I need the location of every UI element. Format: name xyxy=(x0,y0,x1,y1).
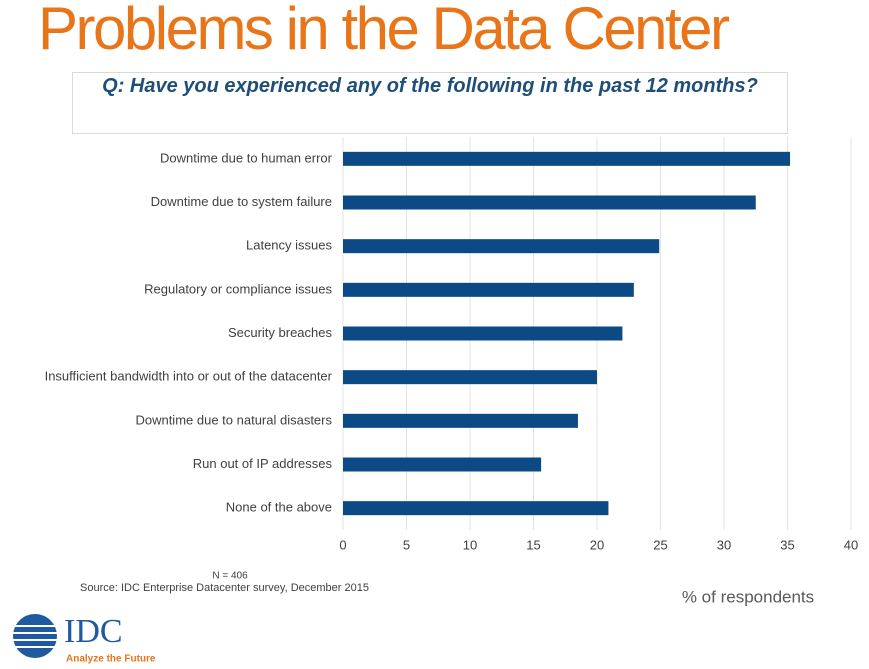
y-tick-label: Regulatory or compliance issues xyxy=(144,281,332,296)
sample-note: N = 406 xyxy=(212,571,248,582)
slide-title: Problems in the Data Center xyxy=(38,0,730,62)
y-tick-label: Latency issues xyxy=(246,238,332,253)
bar xyxy=(343,195,756,210)
logo-globe xyxy=(13,614,57,658)
bar xyxy=(343,501,609,516)
x-tick-label: 20 xyxy=(590,537,604,552)
y-tick-label: Downtime due to natural disasters xyxy=(135,412,332,427)
bar xyxy=(343,457,542,472)
x-tick-label: 10 xyxy=(463,537,477,552)
y-tick-label: None of the above xyxy=(226,500,332,515)
x-tick-label: 40 xyxy=(844,537,858,552)
x-tick-label: 15 xyxy=(526,537,540,552)
bar xyxy=(343,151,791,166)
x-tick-label: 30 xyxy=(717,537,731,552)
y-tick-label: Downtime due to human error xyxy=(160,150,333,165)
logo-name: IDC xyxy=(64,613,123,650)
bar xyxy=(343,282,634,297)
x-axis-label: % of respondents xyxy=(682,587,814,606)
source: Source: IDC Enterprise Datacenter survey… xyxy=(80,582,369,594)
y-tick-label: Downtime due to system failure xyxy=(151,194,332,209)
x-tick-label: 0 xyxy=(339,537,346,552)
y-tick-label: Insufficient bandwidth into or out of th… xyxy=(45,369,333,384)
logo-tagline: Analyze the Future xyxy=(66,654,156,665)
question-box: Q: Have you experienced any of the follo… xyxy=(72,72,788,134)
y-tick-label: Run out of IP addresses xyxy=(193,456,333,471)
bar xyxy=(343,239,660,254)
x-tick-label: 35 xyxy=(780,537,794,552)
bar xyxy=(343,370,597,385)
y-tick-label: Security breaches xyxy=(228,325,333,340)
question: Q: Have you experienced any of the follo… xyxy=(102,75,758,97)
bar xyxy=(343,413,578,428)
x-tick-label: 25 xyxy=(653,537,667,552)
x-tick-label: 5 xyxy=(403,537,410,552)
bar xyxy=(343,326,623,341)
